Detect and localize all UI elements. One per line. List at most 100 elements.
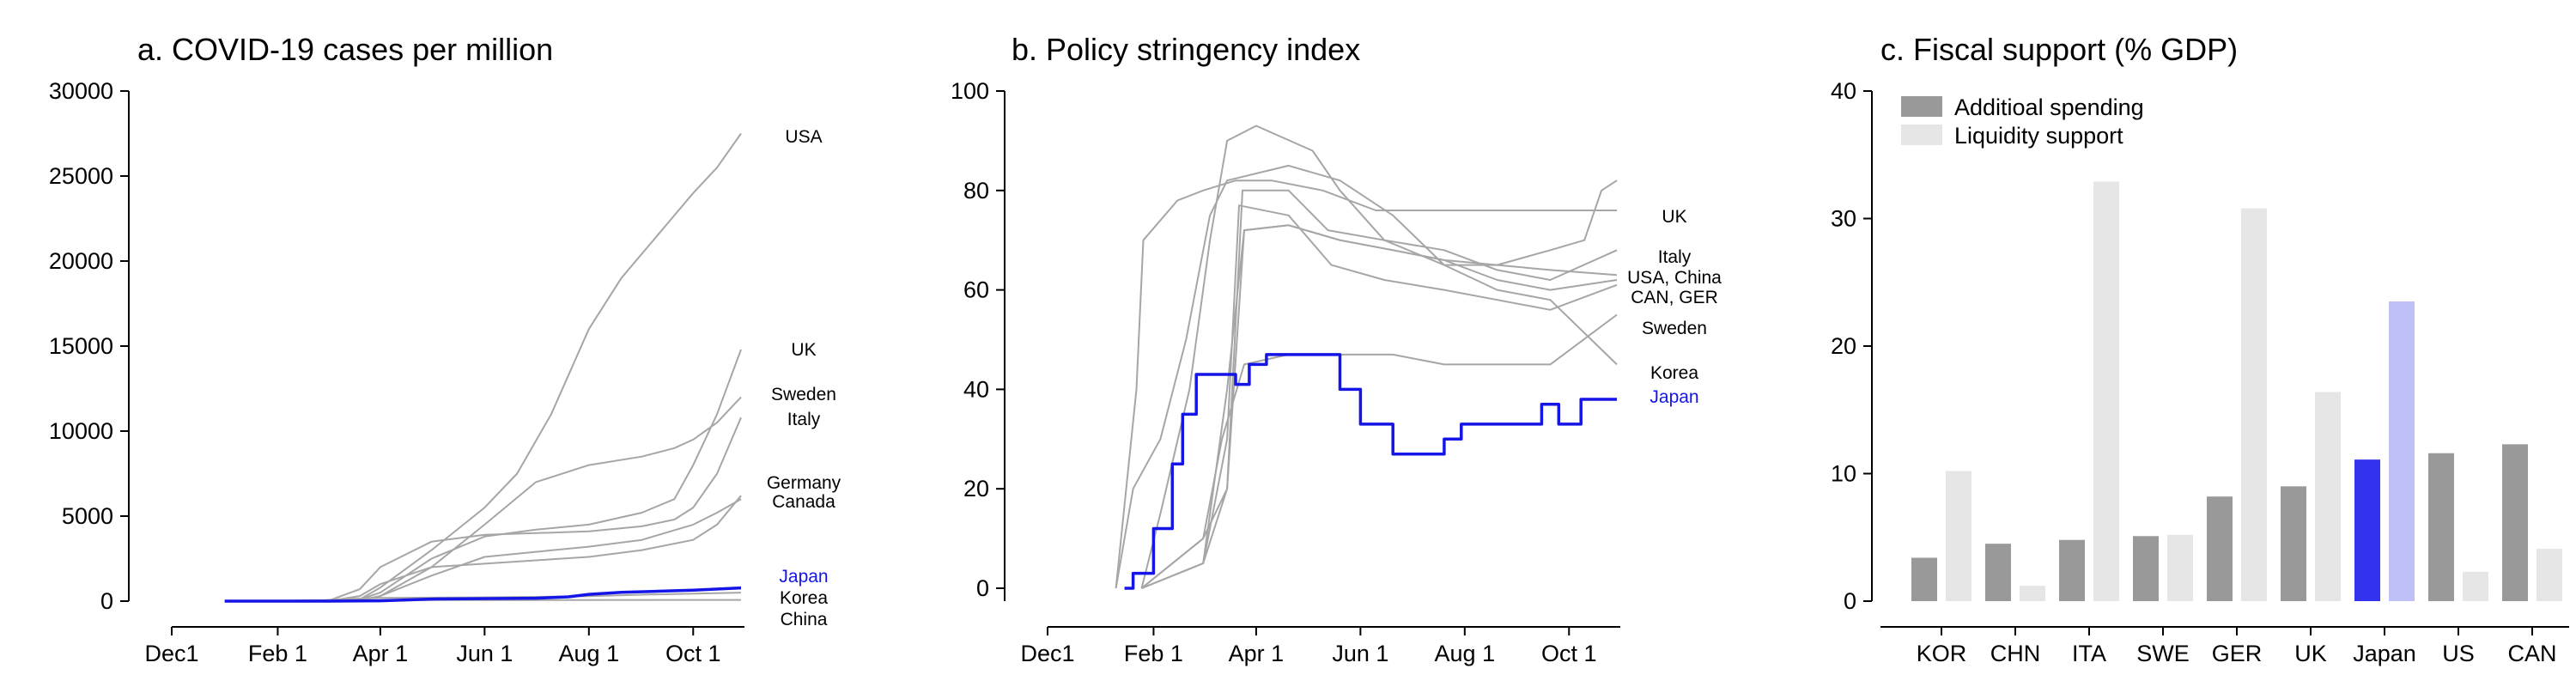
bar-spending-japan [2354,459,2380,601]
x-tick-label-kor: KOR [1917,641,1967,666]
label-sweden: Sweden [771,385,836,404]
panel-c-y-ticks: 0 10 20 30 40 [1831,78,1872,614]
panel-c-x-ticks: KOR CHN ITA SWE GER UK Japan US CAN [1917,627,2557,666]
legend-label-liquidity: Liquidity support [1954,123,2123,149]
y-tick-label: 30 [1831,206,1856,232]
panel-a-cases: a. COVID-19 cases per million 0 5000 10000… [49,32,841,666]
y-tick-label: 0 [100,588,113,614]
series-line-usa [224,132,742,602]
x-tick-label: Apr 1 [353,641,409,666]
series-line-sweden [224,396,742,602]
x-tick-label-can: CAN [2507,641,2556,666]
x-tick-label: Jun 1 [456,641,513,666]
panel-c-title: c. Fiscal support (% GDP) [1880,32,2238,67]
label-b-korea: Korea [1650,363,1698,383]
panel-c-bars [1911,181,2562,601]
panel-c-fiscal: c. Fiscal support (% GDP) 0 10 20 30 40 KOR C… [1831,32,2569,666]
y-tick-label: 20 [963,476,989,502]
bar-spending-swe [2133,536,2159,601]
series-line-japan [1124,353,1617,590]
y-tick-label: 5000 [62,503,113,529]
label-italy: Italy [787,410,821,429]
x-tick-label-japan: Japan [2353,641,2416,666]
y-tick-label: 25000 [49,163,113,189]
series-line-italy [224,416,742,602]
y-tick-label: 40 [963,376,989,402]
y-tick-label: 15000 [49,333,113,359]
panel-b-x-ticks: Dec1 Feb 1 Apr 1 Jun 1 Aug 1 Oct 1 [1020,627,1597,666]
bar-liquidity-ita [2093,181,2119,601]
series-line-germany [1141,204,1618,589]
label-china: China [781,610,828,629]
bar-liquidity-japan [2389,301,2415,601]
series-line-canada [1141,224,1618,589]
panel-b-y-ticks: 0 20 40 60 80 100 [951,78,1005,601]
y-tick-label: 100 [951,78,989,104]
x-tick-label-us: US [2442,641,2475,666]
y-tick-label: 40 [1831,78,1856,104]
bar-spending-uk [2281,486,2306,601]
series-line-italy [1140,125,1618,589]
series-line-china [1115,179,1617,589]
label-b-sweden: Sweden [1642,319,1707,338]
panel-a-x-ticks: Dec1 Feb 1 Apr 1 Jun 1 Aug 1 Oct 1 [144,627,721,666]
bar-spending-ger [2207,496,2233,601]
label-canada: Canada [772,492,835,512]
series-line-korea [1115,164,1618,589]
legend-swatch-spending [1901,96,1942,117]
label-b-japan: Japan [1649,387,1698,407]
legend-label-spending: Additioal spending [1954,94,2144,120]
panel-a-y-ticks: 0 5000 10000 15000 20000 25000 30000 [49,78,129,614]
label-germany: Germany [767,473,841,493]
series-line-japan [224,586,742,603]
x-tick-label-ger: GER [2212,641,2263,666]
y-tick-label: 80 [963,178,989,204]
x-tick-label: Oct 1 [665,641,721,666]
x-tick-label: Jun 1 [1332,641,1388,666]
x-tick-label: Feb 1 [248,641,307,666]
x-tick-label: Apr 1 [1229,641,1285,666]
x-tick-label-uk: UK [2294,641,2327,666]
bar-spending-kor [1911,557,1937,601]
bar-liquidity-swe [2167,534,2193,601]
series-line-sweden [1140,313,1618,589]
label-korea: Korea [780,588,828,608]
label-b-can-ger: CAN, GER [1631,288,1718,307]
bar-liquidity-ger [2241,208,2267,601]
bar-liquidity-chn [2020,586,2045,601]
x-tick-label: Dec1 [144,641,198,666]
x-tick-label: Oct 1 [1541,641,1597,666]
bar-spending-us [2428,453,2454,601]
x-tick-label-swe: SWE [2136,641,2190,666]
bar-liquidity-uk [2315,392,2341,601]
x-tick-label: Dec1 [1020,641,1074,666]
x-tick-label: Aug 1 [1435,641,1496,666]
series-line-canada [224,498,742,602]
panel-a-series-labels: USA UK Sweden Italy Germany Canada Japan… [767,127,841,629]
x-tick-label: Feb 1 [1124,641,1183,666]
label-b-usa-china: USA, China [1627,268,1722,288]
y-tick-label: 20000 [49,248,113,274]
y-tick-label: 10000 [49,418,113,444]
bar-liquidity-us [2463,571,2488,601]
label-uk: UK [791,340,816,360]
y-tick-label: 10 [1831,461,1856,487]
bar-spending-ita [2059,539,2085,601]
y-tick-label: 20 [1831,333,1856,359]
series-line-germany [224,495,742,602]
bar-liquidity-kor [1946,471,1971,601]
label-b-uk: UK [1662,207,1686,227]
bar-spending-can [2502,444,2528,601]
panel-b-stringency: b. Policy stringency index 020406080100 … [951,32,1722,666]
series-line-uk [1140,179,1618,589]
x-tick-label: Aug 1 [559,641,620,666]
label-b-italy: Italy [1658,247,1692,267]
panel-b-title: b. Policy stringency index [1012,32,1360,67]
legend-swatch-liquidity [1901,125,1942,145]
x-tick-label-chn: CHN [1990,641,2041,666]
bar-spending-chn [1985,544,2011,601]
panel-a-title: a. COVID-19 cases per million [137,32,553,67]
y-tick-label: 0 [1844,588,1856,614]
y-tick-label: 60 [963,277,989,303]
